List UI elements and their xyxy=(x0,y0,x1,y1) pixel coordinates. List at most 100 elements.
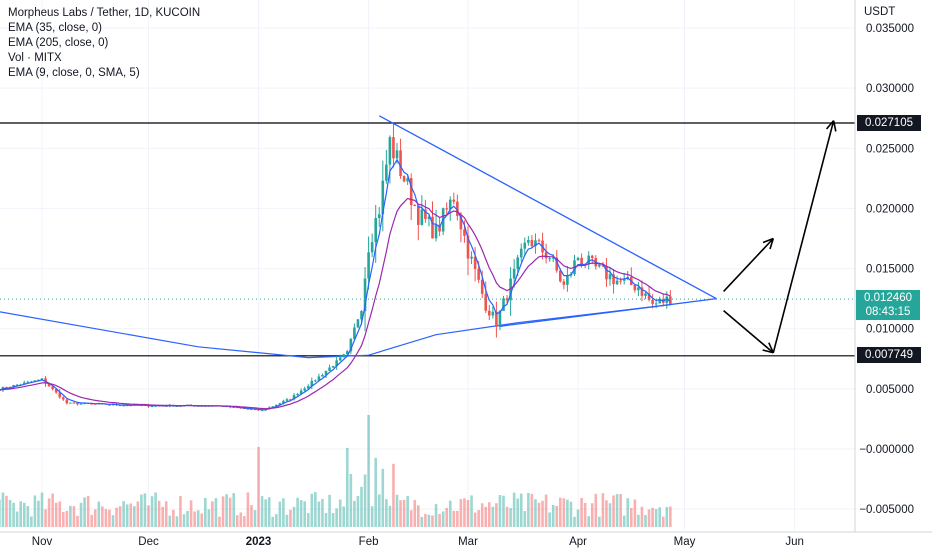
volume-bar xyxy=(456,510,459,527)
price-tick-label: 0.020000 xyxy=(866,203,914,215)
candle-body xyxy=(69,402,72,404)
candle-body xyxy=(282,400,285,404)
volume-bar xyxy=(559,497,562,527)
candle-body xyxy=(502,298,505,311)
volume-bar xyxy=(292,506,296,527)
volume-bar xyxy=(424,513,427,527)
volume-bar xyxy=(101,506,104,527)
volume-bar xyxy=(342,506,346,527)
volume-bar xyxy=(115,507,118,527)
volume-bar xyxy=(296,497,299,527)
candle-body xyxy=(54,389,58,393)
ema-35-line xyxy=(0,158,671,411)
candle-body xyxy=(250,409,253,411)
candle-body xyxy=(615,280,619,285)
candle-body xyxy=(544,252,548,259)
candle-body xyxy=(498,310,502,327)
ema-205-path xyxy=(0,304,671,359)
volume-bar xyxy=(30,516,33,527)
ema-35-legend[interactable]: EMA (35, close, 0) xyxy=(8,22,102,34)
volume-bar xyxy=(587,516,590,527)
arrow-shaft xyxy=(723,237,774,292)
candle-body xyxy=(598,264,601,267)
volume-bar xyxy=(335,508,338,527)
price-tick-label: 0.025000 xyxy=(866,143,914,155)
volume-bar xyxy=(534,499,537,527)
volume-bar xyxy=(544,494,548,527)
candle-body xyxy=(12,385,15,388)
volume-bar xyxy=(331,513,335,527)
volume-bar xyxy=(580,498,583,527)
candle-body xyxy=(512,268,516,279)
volume-legend[interactable]: Vol · MITX xyxy=(8,52,62,64)
candle-body xyxy=(580,257,583,265)
candle-body xyxy=(658,298,661,304)
volume-bar xyxy=(480,503,484,527)
candle-body xyxy=(477,268,480,280)
volume-bar xyxy=(164,501,168,527)
candle-body xyxy=(431,216,434,239)
candle-body xyxy=(402,176,406,182)
arrow-shaft xyxy=(723,310,774,354)
candle-body xyxy=(90,403,93,405)
price-axis[interactable]: 0.035000 0.030000 0.025000 0.020000 0.015000… xyxy=(854,0,932,550)
volume-bar xyxy=(647,509,651,527)
volume-bar xyxy=(189,500,193,527)
ema-205-legend[interactable]: EMA (205, close, 0) xyxy=(8,37,109,49)
price-tick-label: 0.005000 xyxy=(866,384,914,396)
volume-bar xyxy=(97,501,101,527)
candle-body xyxy=(392,137,395,159)
candle-body xyxy=(271,406,275,408)
drawings[interactable] xyxy=(378,115,837,354)
ema-9-legend[interactable]: EMA (9, close, 0, SMA, 5) xyxy=(8,67,140,79)
candle-body xyxy=(576,257,580,261)
arrow-head xyxy=(769,238,775,250)
volume-bar xyxy=(211,501,214,527)
volume-bar xyxy=(161,506,164,527)
volume-bar xyxy=(243,516,246,527)
resistance-price-tag: 0.027105 xyxy=(856,114,922,132)
time-tick-label: 2023 xyxy=(246,536,272,548)
volume-bar xyxy=(196,510,200,527)
volume-bar xyxy=(484,506,488,527)
candle-body xyxy=(608,274,612,280)
candle-body xyxy=(445,208,448,210)
candle-body xyxy=(555,257,559,271)
chart-legend: Morpheus Labs / Tether, 1D, KUCOIN EMA (… xyxy=(8,6,200,81)
volume-bar xyxy=(466,499,470,527)
candle-body xyxy=(58,392,62,398)
volume-bar xyxy=(328,494,331,527)
volume-bar xyxy=(615,494,619,527)
horizontal-levels[interactable] xyxy=(0,122,855,357)
volume-bar xyxy=(260,496,264,527)
candle-body xyxy=(79,403,83,405)
time-axis[interactable]: Nov Dec 2023 Feb Mar Apr May Jun xyxy=(0,531,932,548)
volume-bar xyxy=(406,495,409,527)
volume-bar xyxy=(367,415,370,527)
candle-body xyxy=(253,409,257,411)
volume-bar xyxy=(0,499,1,527)
candle-body xyxy=(26,381,30,383)
volume-bar xyxy=(448,500,452,527)
volume-bar xyxy=(519,493,523,527)
volume-bar xyxy=(232,493,235,527)
arrow-head xyxy=(762,237,774,244)
candle-body xyxy=(374,218,377,243)
volume-bar xyxy=(590,503,594,527)
price-tick-label: 0.035000 xyxy=(866,23,914,35)
price-tick-label: 0.010000 xyxy=(866,324,914,336)
time-tick-label: May xyxy=(674,536,696,548)
candle-body xyxy=(505,298,509,301)
volume-bar xyxy=(409,510,413,527)
candle-body xyxy=(519,248,523,258)
candle-body xyxy=(338,357,342,361)
candle-body xyxy=(324,370,328,375)
volume-bar xyxy=(388,505,392,527)
candle-body xyxy=(292,395,296,400)
volume-bar xyxy=(431,515,434,527)
volume-bar xyxy=(86,495,90,527)
symbol-title[interactable]: Morpheus Labs / Tether, 1D, KUCOIN xyxy=(8,7,201,19)
candle-body xyxy=(260,410,264,412)
volume-bar xyxy=(54,502,58,527)
